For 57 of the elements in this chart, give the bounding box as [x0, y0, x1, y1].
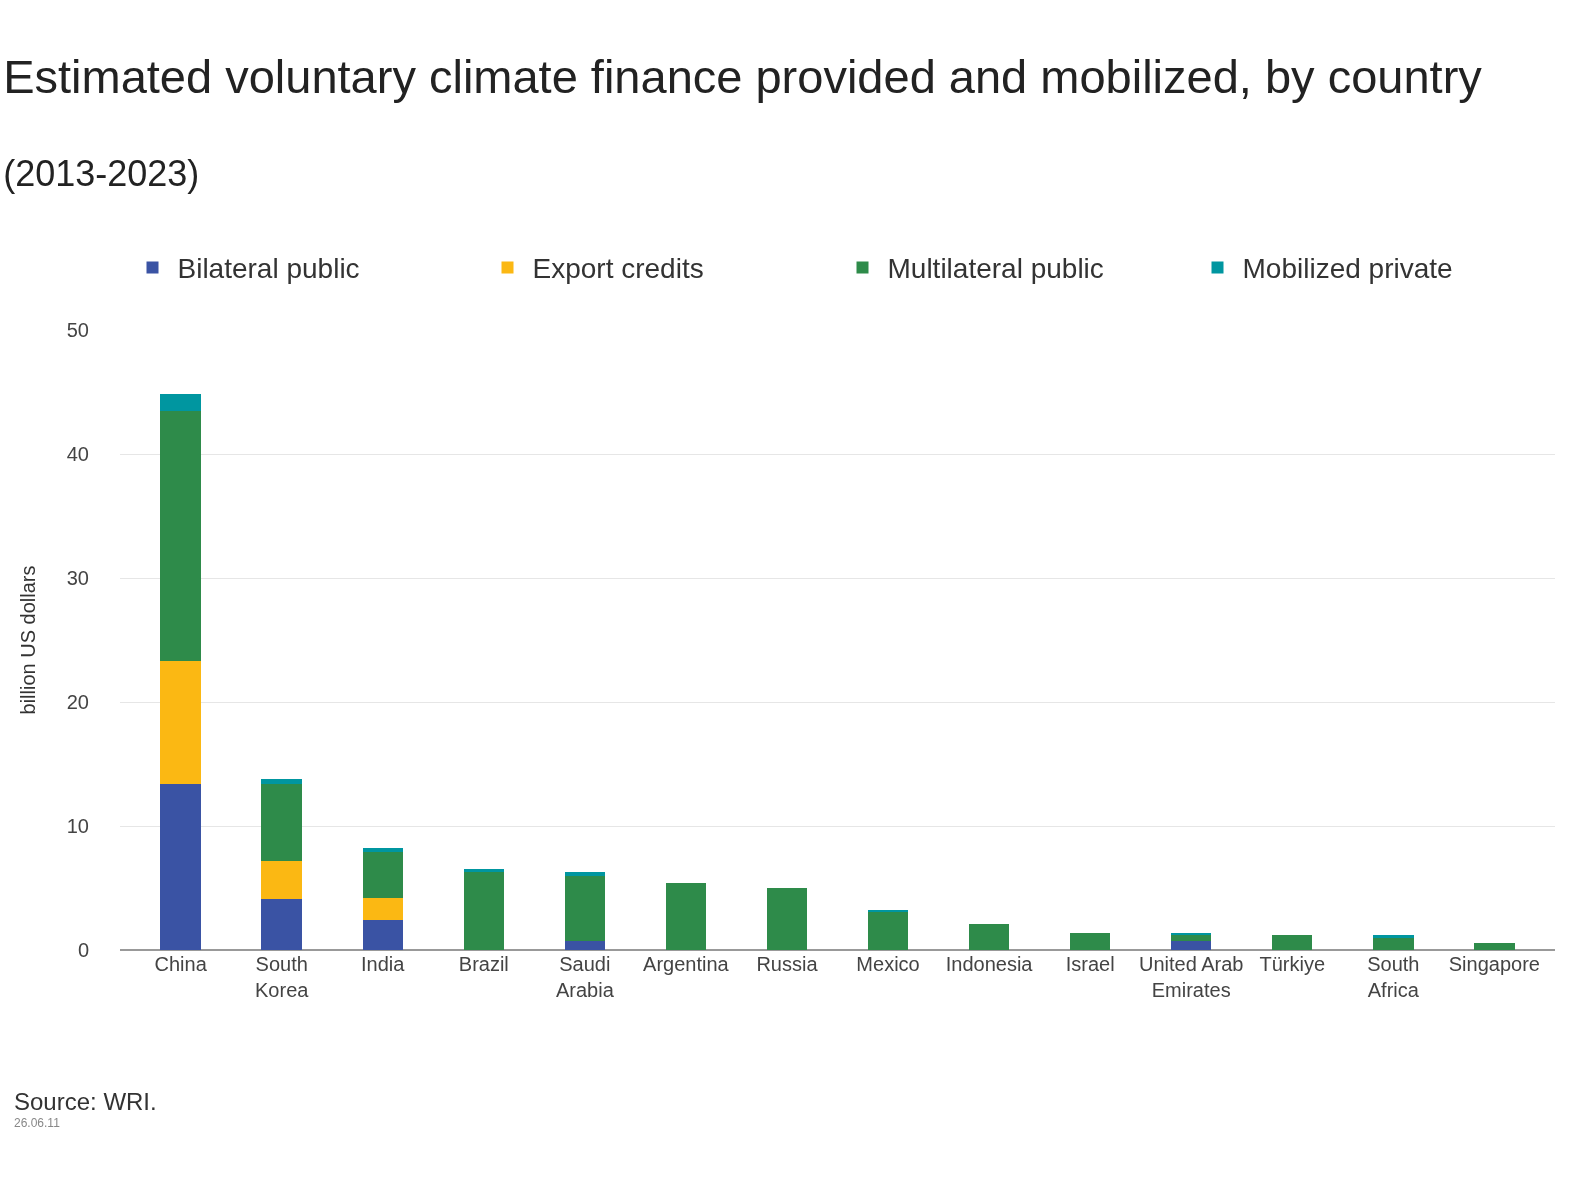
y-tick-label: 0 — [77, 939, 89, 961]
bar — [261, 899, 302, 950]
bar — [1272, 935, 1313, 950]
bar — [362, 897, 403, 921]
bar — [968, 923, 1010, 950]
bar — [1069, 932, 1111, 950]
source-note: Source: WRI. — [14, 1088, 157, 1115]
x-tick-label: China — [154, 953, 208, 975]
legend-label: Bilateral public — [177, 253, 360, 285]
bar — [160, 783, 201, 950]
bar — [564, 941, 606, 950]
x-tick-label: Türkiye — [1259, 953, 1326, 975]
bar — [261, 860, 302, 900]
x-tick-label: Saudi Arabia — [555, 953, 615, 1001]
bar — [1170, 935, 1212, 942]
bar — [1170, 941, 1212, 950]
x-tick-label: United Arab Emirates — [1138, 953, 1244, 1001]
x-tick-label: Brazil — [458, 953, 509, 975]
bar — [160, 394, 201, 411]
bar — [261, 778, 302, 784]
y-axis-title: billion US dollars — [17, 565, 40, 715]
x-tick-label: Singapore — [1448, 953, 1540, 975]
x-tick-label: South Korea — [255, 953, 310, 1001]
x-tick-label: South Africa — [1367, 953, 1420, 1001]
text: 26.06.11 — [14, 1116, 61, 1130]
bar — [766, 888, 808, 950]
chart-subtitle: (2013-2023) — [3, 152, 200, 194]
legend-label: Mobilized private — [1242, 253, 1453, 285]
bar — [1373, 937, 1414, 950]
bar — [261, 783, 302, 861]
y-tick-label: 20 — [66, 691, 89, 713]
y-tick-label: 10 — [66, 815, 89, 837]
legend-label: Export credits — [532, 253, 704, 285]
y-tick-label: 40 — [66, 443, 89, 465]
y-tick-label: 30 — [66, 567, 89, 589]
x-tick-label: India — [361, 953, 406, 975]
legend-label: Multilateral public — [887, 253, 1104, 285]
bar — [564, 871, 606, 876]
bar — [160, 410, 201, 662]
x-tick-label: Mexico — [856, 953, 920, 975]
bar — [564, 875, 606, 942]
chart-title: Estimated voluntary climate finance provided and mobilized, by country — [3, 49, 1483, 103]
bar — [362, 920, 403, 950]
bar — [160, 661, 201, 784]
bar — [362, 852, 403, 898]
x-tick-label: Russia — [756, 953, 819, 975]
y-tick-label: 50 — [66, 319, 89, 341]
x-tick-label: Indonesia — [945, 953, 1034, 975]
bar — [463, 869, 505, 872]
x-tick-label: Argentina — [643, 953, 730, 975]
bar — [867, 911, 909, 950]
bar — [362, 848, 403, 853]
bar — [1373, 935, 1414, 938]
bar — [463, 871, 505, 950]
bar — [665, 883, 707, 950]
bar — [1474, 942, 1515, 950]
x-tick-label: Israel — [1065, 953, 1115, 975]
